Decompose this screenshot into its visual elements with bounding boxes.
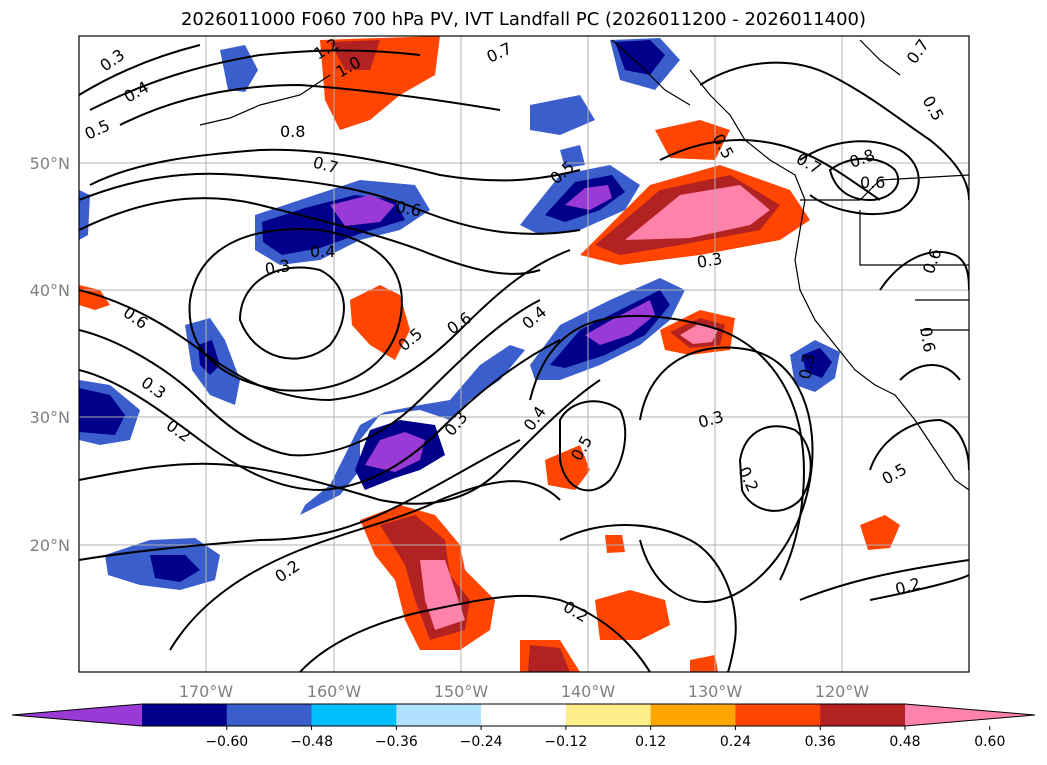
positive-shading (79, 36, 900, 672)
colorbar-tick-label: 0.60 (974, 734, 1005, 750)
lat-label: 50°N (30, 154, 70, 173)
colorbar-segment (565, 704, 652, 726)
contour-label: 0.6 (916, 325, 939, 353)
map-border (78, 35, 970, 673)
colorbar-tick-label: −0.36 (375, 734, 418, 750)
colorbar-tick-label: −0.24 (460, 734, 503, 750)
colorbar-segment (481, 704, 567, 726)
negative-shading (79, 38, 840, 590)
contour-label: 0.8 (280, 122, 305, 141)
pv-contours (79, 44, 969, 672)
colorbar-segment (396, 704, 482, 726)
colorbar-segment (735, 704, 821, 726)
colorbar-tick-label: −0.60 (205, 734, 248, 750)
longitude-labels: 170°W 160°W 150°W 140°W 130°W 120°W (179, 682, 870, 701)
colorbar-tick-label: 0.48 (889, 734, 920, 750)
colorbar-extend-high (905, 704, 1035, 726)
contour-label: 0.3 (795, 352, 818, 380)
colorbar-segment (650, 704, 736, 726)
contour-label: 0.3 (695, 249, 723, 272)
lat-label: 40°N (30, 281, 70, 300)
colorbar-tick-label: −0.48 (290, 734, 333, 750)
map-title: 2026011000 F060 700 hPa PV, IVT Landfall… (180, 9, 867, 30)
colorbar-outline (11, 703, 1036, 727)
latitude-labels: 50°N 40°N 30°N 20°N (30, 154, 70, 555)
colorbar-segment (820, 704, 906, 726)
lon-label: 160°W (307, 682, 362, 701)
colorbar-tick-label: −0.12 (544, 734, 587, 750)
lon-label: 170°W (179, 682, 234, 701)
lat-label: 20°N (30, 536, 70, 555)
lon-label: 140°W (561, 682, 616, 701)
contour-label: 0.3 (263, 256, 291, 279)
contour-label: 0.6 (860, 173, 885, 192)
colorbar-tick-label: 0.12 (635, 734, 666, 750)
colorbar-segment (142, 704, 228, 726)
colorbar-tick-label: 0.24 (720, 734, 751, 750)
contour-label: 0.4 (310, 242, 335, 261)
contour-label: 0.6 (394, 197, 422, 220)
colorbar-segment (311, 704, 397, 726)
lat-label: 30°N (30, 408, 70, 427)
lon-label: 120°W (815, 682, 870, 701)
colorbar: −0.60 −0.48 −0.36 −0.24 −0.12 0.12 0.24 0.36 0.4… (11, 703, 1036, 750)
colorbar-tick-label: 0.36 (805, 734, 836, 750)
lon-label: 150°W (434, 682, 489, 701)
colorbar-segment (226, 704, 313, 726)
lon-label: 130°W (688, 682, 743, 701)
colorbar-extend-low (12, 704, 142, 726)
